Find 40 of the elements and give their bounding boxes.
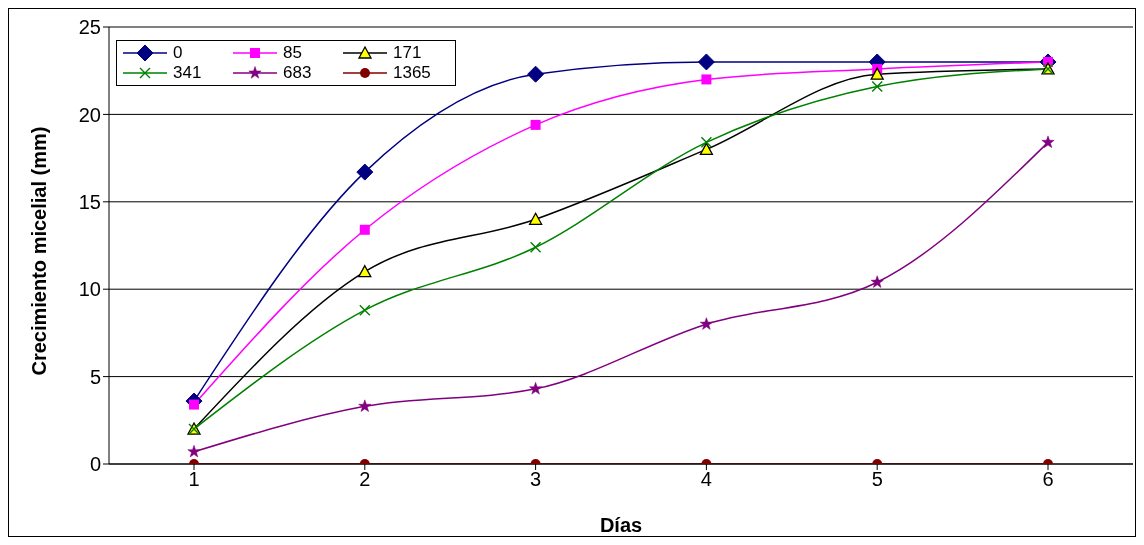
- x-tick-label: 5: [871, 468, 883, 491]
- point: [358, 265, 372, 278]
- point: [530, 119, 541, 130]
- y-tick-label: 20: [78, 103, 101, 126]
- y-tick-label: 10: [78, 278, 101, 301]
- point: [527, 65, 545, 83]
- y-tick-label: 5: [89, 365, 101, 388]
- legend-label: 171: [393, 43, 422, 63]
- x-axis-title: Días: [599, 514, 643, 536]
- x-tick-label: 6: [1042, 468, 1054, 491]
- legend-label: 85: [283, 43, 302, 63]
- point: [356, 163, 374, 181]
- x-tick-label: 3: [530, 468, 542, 491]
- x-tick-label: 1: [188, 468, 200, 491]
- x-tick-label: 2: [359, 468, 371, 491]
- point: [359, 224, 370, 235]
- point: [529, 382, 543, 395]
- point: [699, 142, 714, 156]
- point: [1041, 135, 1055, 148]
- legend-label: 1365: [393, 63, 431, 83]
- point: [871, 80, 883, 93]
- point: [358, 399, 372, 412]
- point: [870, 275, 884, 288]
- y-tick-label: 15: [78, 190, 101, 213]
- legend-label: 683: [283, 63, 312, 83]
- x-tick-label: 4: [700, 468, 712, 491]
- point: [699, 317, 713, 330]
- y-axis-title: Crecimiento micelial (mm): [28, 126, 51, 376]
- y-tick-label: 0: [89, 453, 101, 476]
- point: [359, 304, 371, 316]
- point: [701, 74, 712, 85]
- point: [697, 53, 715, 71]
- point: [700, 136, 713, 149]
- y-tick-label: 25: [78, 16, 101, 39]
- point: [870, 67, 884, 80]
- point: [187, 445, 201, 458]
- point: [528, 212, 543, 225]
- legend-label: 0: [173, 43, 183, 63]
- legend-label: 341: [173, 63, 202, 83]
- point: [529, 241, 542, 253]
